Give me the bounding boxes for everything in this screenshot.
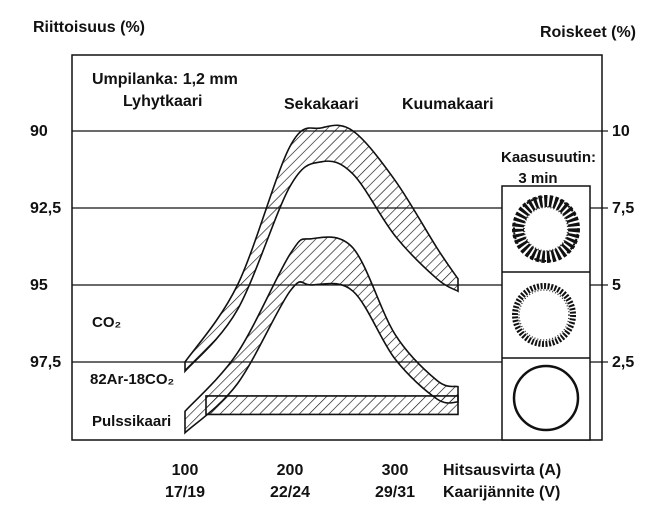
- series-label-pulse: Pulssikaari: [92, 413, 171, 430]
- x-tick-label-2: 17/19: [165, 484, 205, 501]
- x-tick-label-2: 22/24: [270, 484, 310, 501]
- left-tick-label: 92,5: [30, 200, 61, 217]
- nozzle-panel: [501, 185, 591, 441]
- x-tick-label: 100: [172, 462, 199, 479]
- nozzle-label: Kaasusuutin:: [501, 149, 596, 166]
- band-pulse: [205, 395, 459, 416]
- region-label-hot: Kuumakaari: [402, 96, 494, 113]
- band-co2: [184, 124, 459, 374]
- series-label-ar-co2: 82Ar-18CO₂: [90, 371, 174, 388]
- axis-ticks: 90 92,5 95 97,5 10 7,5 5 2,5 100 200 300 17/19 22/24…: [30, 123, 634, 501]
- nozzle-time: 3 min: [518, 170, 557, 187]
- x-axis-label-2: Kaarijännite (V): [443, 484, 560, 501]
- nozzle-clean-image: [512, 364, 580, 432]
- left-tick-label: 90: [30, 123, 48, 140]
- chart-title: Umpilanka: 1,2 mm: [92, 71, 238, 88]
- right-tick-label: 10: [612, 123, 630, 140]
- series-bands: [184, 124, 459, 435]
- region-label-mixed: Sekakaari: [284, 96, 359, 113]
- series-label-co2: CO₂: [92, 314, 121, 331]
- x-tick-label: 200: [277, 462, 304, 479]
- right-tick-label: 5: [612, 277, 621, 294]
- right-tick-label: 7,5: [612, 200, 634, 217]
- left-axis-label: Riittoisuus (%): [33, 19, 145, 36]
- region-label-short: Lyhytkaari: [123, 93, 202, 110]
- left-tick-label: 97,5: [30, 354, 61, 371]
- right-tick-label: 2,5: [612, 354, 634, 371]
- x-tick-label-2: 29/31: [375, 484, 415, 501]
- x-tick-label: 300: [382, 462, 409, 479]
- x-axis-label: Hitsausvirta (A): [443, 462, 561, 479]
- nozzle-heavy-spatter-image: [512, 195, 580, 263]
- right-axis-label: Roiskeet (%): [540, 24, 636, 41]
- plot-frame: [71, 54, 603, 441]
- nozzle-medium-spatter-image: [512, 283, 576, 347]
- left-tick-label: 95: [30, 277, 48, 294]
